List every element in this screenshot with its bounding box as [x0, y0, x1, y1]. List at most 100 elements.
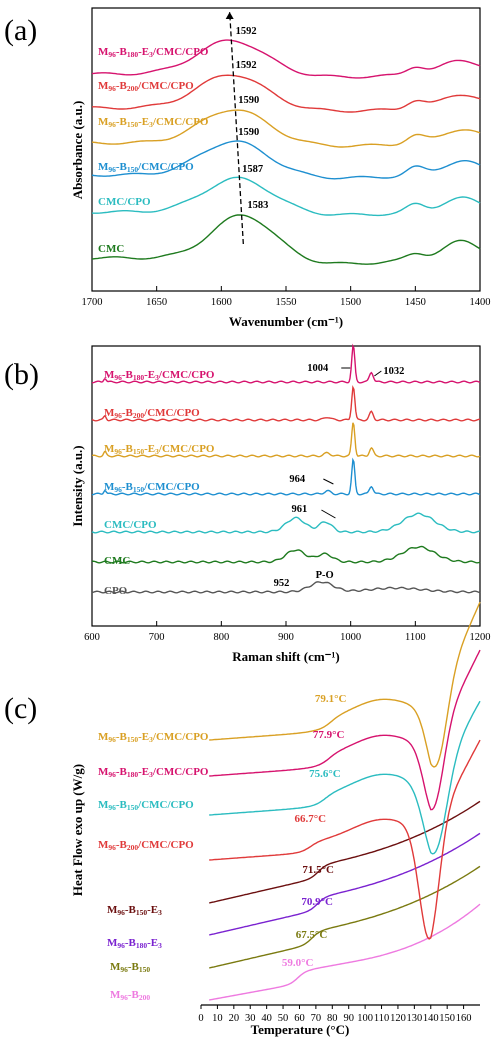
panel-a-xtick-label: 1650	[146, 297, 167, 308]
panel-a-peak-label: 1583	[247, 200, 268, 211]
panel-b-series-label: M96-B150/CMC/CPO	[104, 481, 200, 494]
panel-a-shift-arrowhead	[225, 12, 234, 19]
panel-a-xtick-label: 1450	[405, 297, 426, 308]
panel-a-curve	[91, 176, 481, 217]
panel-b-series-label: CMC	[104, 555, 130, 567]
panel-a-series-label: CMC/CPO	[98, 196, 151, 208]
panel-b-curve	[91, 512, 480, 534]
panel-a-curve	[91, 214, 481, 265]
panel-b-letter: (b)	[4, 358, 39, 391]
panel-a: (a) 1700 1650 1600 1550 1500 1450 1400 CMC CMC/…	[4, 7, 491, 329]
panel-c-xtick-label: 20	[229, 1013, 240, 1024]
panel-b-annotation: 952	[274, 578, 290, 589]
panel-c-ylabel: Heat Flow exo up (W/g)	[70, 764, 85, 896]
panel-c-xtick-label: 80	[327, 1013, 338, 1024]
panel-b-xtick-label: 1100	[405, 632, 426, 643]
panel-a-xtick-label: 1400	[470, 297, 491, 308]
panel-c-series-label: M96-B150	[110, 961, 150, 974]
panel-b-ylabel: Intensity (a.u.)	[70, 445, 85, 526]
panel-a-shift-arrow	[229, 11, 244, 245]
panel-b-curve	[91, 457, 481, 496]
panel-b-xtick-label: 1200	[470, 632, 491, 643]
panel-c-tg-label: 71.5°C	[302, 864, 334, 876]
panel-c-tg-label: 79.1°C	[315, 693, 347, 705]
panel-c-xtick-label: 70	[311, 1013, 322, 1024]
panel-b-curve	[91, 581, 481, 594]
panel-b-series-label: M96-B200/CMC/CPO	[104, 407, 200, 420]
panel-a-letter: (a)	[4, 14, 37, 47]
panel-c-tg-label: 59.0°C	[282, 957, 314, 969]
panel-a-curve	[91, 140, 481, 180]
panel-a-xtick-label: 1600	[211, 297, 232, 308]
panel-c-curve	[209, 832, 481, 936]
panel-a-series-label: CMC	[98, 243, 124, 255]
panel-b-curve	[91, 545, 481, 564]
panel-a-curve	[91, 109, 481, 148]
panel-b-series-label: CMC/CPO	[104, 519, 157, 531]
panel-c-tg-label: 77.9°C	[313, 729, 345, 741]
panel-b-arrow	[374, 370, 382, 377]
panel-c-series-label: M96-B150-E3	[107, 904, 162, 917]
panel-c-series-label: M96-B150/CMC/CPO	[98, 799, 194, 812]
panel-c-curve	[209, 601, 481, 768]
panel-c-xlabel: Temperature (°C)	[251, 1022, 350, 1037]
panel-b-arrow	[323, 478, 334, 485]
panel-b-xtick-label: 700	[149, 632, 165, 643]
panel-a-series-label: M96-B150-E3/CMC/CPO	[98, 116, 209, 129]
panel-b-annotation: P-O	[316, 570, 334, 581]
panel-b-annotation: 961	[291, 504, 307, 515]
panel-c-xtick-label: 150	[439, 1013, 455, 1024]
panel-c-curve	[209, 649, 481, 811]
panel-a-peak-label: 1590	[238, 127, 259, 138]
panel-a-xtick-label: 1550	[276, 297, 297, 308]
panel-b-series-label: M96-B150-E3/CMC/CPO	[104, 443, 215, 456]
panel-c-curve	[209, 865, 481, 969]
panel-c-xtick-label: 140	[423, 1013, 439, 1024]
panel-a-peak-label: 1592	[236, 26, 257, 37]
panel-b-xlabel: Raman shift (cm⁻¹)	[232, 649, 340, 664]
panel-a-xlabel: Wavenumber (cm⁻¹)	[229, 314, 343, 329]
panel-a-curve	[91, 39, 481, 79]
panel-c-tg-label: 70.9°C	[301, 896, 333, 908]
panel-b-curve	[91, 422, 481, 458]
panel-a-peak-label: 1590	[238, 95, 259, 106]
panel-c-tg-label: 66.7°C	[294, 813, 326, 825]
panel-b-annotation: 964	[289, 474, 306, 485]
panel-a-ylabel: Absorbance (a.u.)	[70, 101, 85, 200]
panel-c: (c) 0 10 20 30 40 50 60 70 80 90 100 110 120 130 140 15…	[4, 601, 481, 1037]
panel-c-curve	[209, 800, 481, 904]
panel-c-xtick-label: 60	[294, 1013, 305, 1024]
panel-c-series-label: M96-B150-E3/CMC/CPO	[98, 731, 209, 744]
panel-c-xtick-label: 120	[390, 1013, 406, 1024]
panel-c-xtick-label: 0	[198, 1013, 203, 1024]
panel-c-xtick-label: 30	[245, 1013, 256, 1024]
panel-c-xtick-label: 90	[343, 1013, 354, 1024]
panel-a-series-label: M96-B200/CMC/CPO	[98, 80, 194, 93]
panel-c-curve	[209, 739, 481, 940]
panel-b-annotation: 1032	[383, 366, 404, 377]
panel-c-xtick-label: 160	[456, 1013, 472, 1024]
panel-c-xtick-label: 50	[278, 1013, 289, 1024]
panel-c-tg-label: 75.6°C	[309, 768, 341, 780]
panel-a-xtick-label: 1500	[340, 297, 361, 308]
panel-c-xtick-label: 10	[212, 1013, 223, 1024]
panel-c-curve	[209, 700, 481, 855]
panel-a-series-label: M96-B180-E3/CMC/CPO	[98, 46, 209, 59]
panel-c-series-label: M96-B200	[110, 989, 150, 1002]
panel-b-curve	[91, 343, 481, 384]
panel-b-curve	[91, 384, 481, 422]
panel-c-curve	[209, 903, 481, 1001]
panel-c-xtick-label: 130	[406, 1013, 422, 1024]
panel-b-annotation: 1004	[307, 363, 329, 374]
panel-a-peak-label: 1587	[242, 164, 263, 175]
panel-c-xtick-label: 110	[374, 1013, 389, 1024]
panel-b-series-label: M96-B180-E3/CMC/CPO	[104, 369, 215, 382]
panel-b-xtick-label: 900	[278, 632, 294, 643]
panel-c-series-label: M96-B180-E3	[107, 937, 162, 950]
panel-a-series-label: M96-B150/CMC/CPO	[98, 161, 194, 174]
panel-c-xtick-label: 40	[261, 1013, 272, 1024]
panel-b-xtick-label: 1000	[340, 632, 361, 643]
panel-b-xtick-label: 600	[84, 632, 100, 643]
panel-a-xtick-label: 1700	[82, 297, 103, 308]
panel-c-series-label: M96-B200/CMC/CPO	[98, 839, 194, 852]
